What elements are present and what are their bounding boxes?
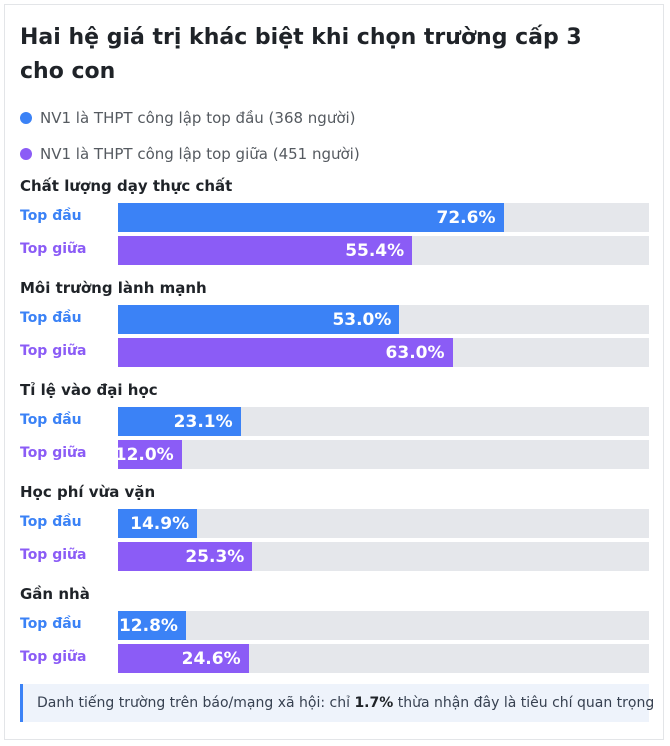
bar-value-label: 72.6%: [436, 207, 496, 228]
series-label-top-dau: Top đầu: [20, 412, 82, 428]
bar-moi-truong-top-giua: 63.0%: [118, 338, 453, 367]
group-title-moi-truong: Môi trường lành mạnh: [20, 279, 207, 297]
legend-dot-blue-icon: [20, 112, 32, 124]
bar-gan-nha-top-giua: 24.6%: [118, 644, 249, 673]
bar-track: 24.6%: [118, 644, 649, 673]
bar-chat-luong-top-giua: 55.4%: [118, 236, 413, 265]
series-label-top-dau: Top đầu: [20, 514, 82, 530]
legend-item-top-giua: NV1 là THPT công lập top giữa (451 người…: [20, 143, 360, 165]
bar-ti-le-dai-hoc-top-giua: 12.0%: [114, 440, 182, 469]
series-label-top-giua: Top giữa: [20, 649, 87, 665]
bar-track: 55.4%: [118, 236, 649, 265]
bar-track: 53.0%: [118, 305, 649, 334]
group-title-gan-nha: Gần nhà: [20, 585, 90, 603]
series-label-top-giua: Top giữa: [20, 343, 87, 359]
bar-hoc-phi-top-dau: 14.9%: [118, 509, 198, 538]
chart-title: Hai hệ giá trị khác biệt khi chọn trường…: [20, 25, 582, 84]
bar-chat-luong-top-dau: 72.6%: [118, 203, 504, 232]
bar-ti-le-dai-hoc-top-dau: 23.1%: [118, 407, 241, 436]
bar-track: 25.3%: [118, 542, 649, 571]
legend-label-top-giua: NV1 là THPT công lập top giữa (451 người…: [40, 145, 360, 163]
series-label-top-giua: Top giữa: [20, 547, 87, 563]
series-label-top-giua: Top giữa: [20, 241, 87, 257]
note-box: Danh tiếng trường trên báo/mạng xã hội: …: [20, 684, 654, 722]
bar-value-label: 53.0%: [332, 309, 392, 330]
legend-item-top-dau: NV1 là THPT công lập top đầu (368 người): [20, 107, 356, 129]
series-label-top-dau: Top đầu: [20, 616, 82, 632]
group-title-hoc-phi: Học phí vừa vặn: [20, 483, 156, 501]
bar-track: 12.8%: [118, 611, 649, 640]
bar-value-label: 12.0%: [114, 444, 174, 465]
chart-card: Hai hệ giá trị khác biệt khi chọn trường…: [4, 4, 664, 740]
legend-label-top-dau: NV1 là THPT công lập top đầu (368 người): [40, 109, 356, 127]
legend-dot-purple-icon: [20, 148, 32, 160]
bar-value-label: 12.8%: [118, 615, 178, 636]
bar-track: 12.0%: [114, 440, 649, 469]
bar-value-label: 14.9%: [130, 513, 190, 534]
group-title-ti-le-dai-hoc: Tỉ lệ vào đại học: [20, 381, 158, 399]
bar-track: 63.0%: [118, 338, 649, 367]
note-value: 1.7%: [354, 695, 394, 711]
note-prefix: Danh tiếng trường trên báo/mạng xã hội: …: [37, 695, 350, 711]
series-label-top-giua: Top giữa: [20, 445, 87, 461]
bar-value-label: 24.6%: [181, 648, 241, 669]
bar-track: 14.9%: [118, 509, 649, 538]
bar-value-label: 23.1%: [173, 411, 233, 432]
bar-track: 72.6%: [118, 203, 649, 232]
bar-value-label: 25.3%: [185, 546, 245, 567]
note-suffix: thừa nhận đây là tiêu chí quan trọng: [397, 695, 655, 711]
bar-track: 23.1%: [118, 407, 649, 436]
group-title-chat-luong: Chất lượng dạy thực chất: [20, 177, 233, 195]
bar-value-label: 55.4%: [345, 240, 405, 261]
series-label-top-dau: Top đầu: [20, 310, 82, 326]
bar-moi-truong-top-dau: 53.0%: [118, 305, 400, 334]
bar-hoc-phi-top-giua: 25.3%: [118, 542, 253, 571]
series-label-top-dau: Top đầu: [20, 208, 82, 224]
bar-gan-nha-top-dau: 12.8%: [118, 611, 186, 640]
bar-value-label: 63.0%: [385, 342, 445, 363]
